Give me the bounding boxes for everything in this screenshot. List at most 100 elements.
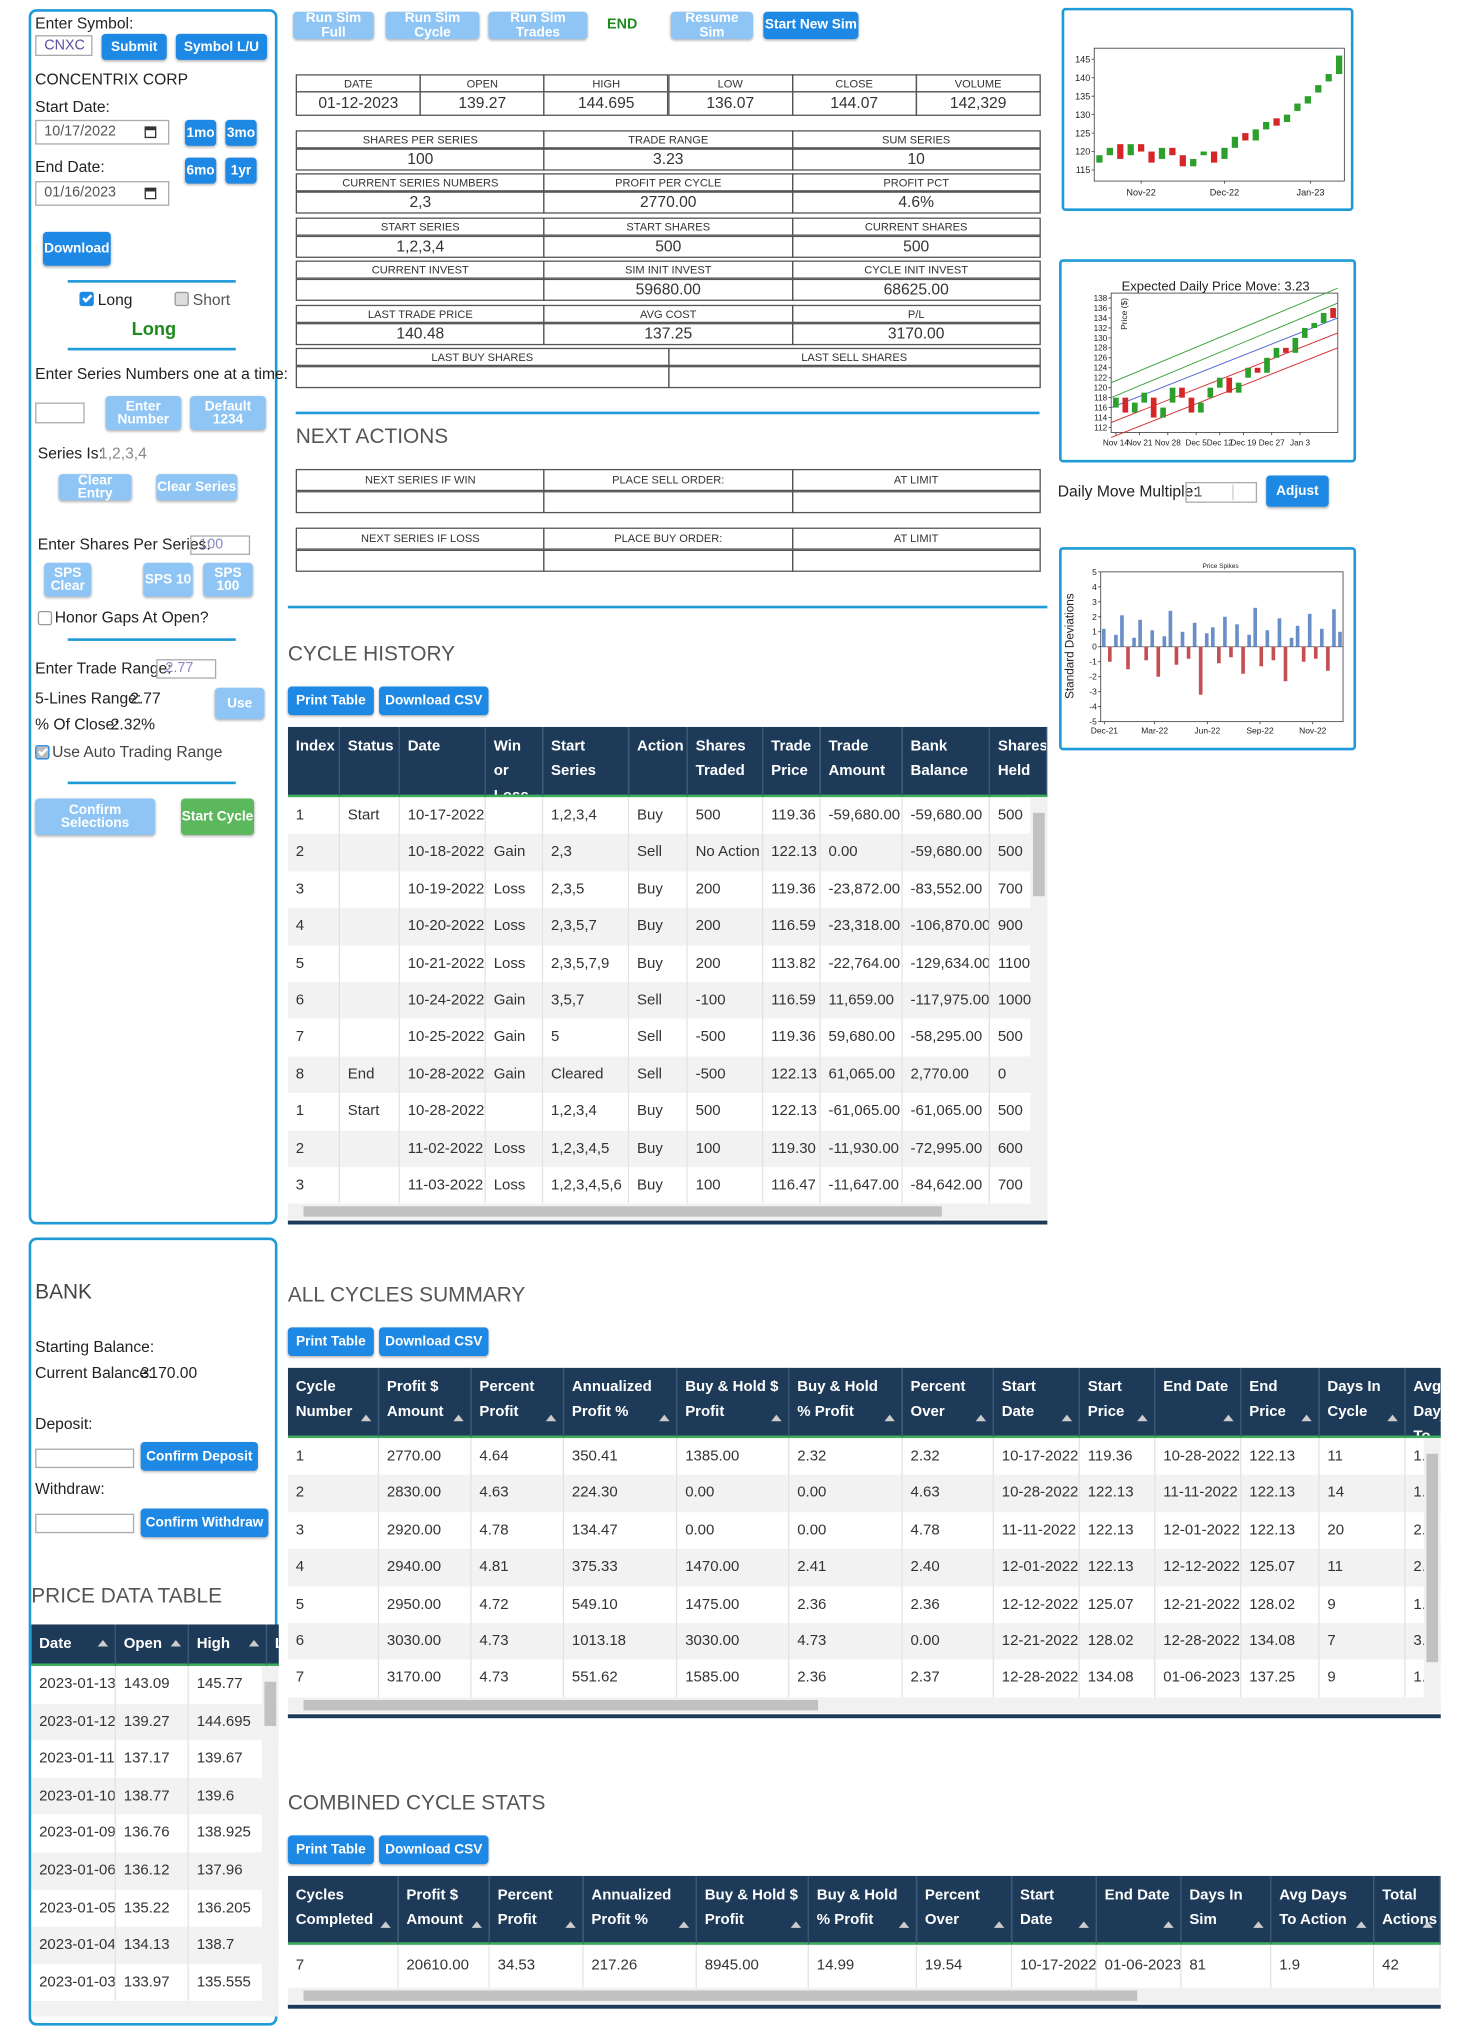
button[interactable]: Print Table: [287, 1835, 374, 1865]
button[interactable]: Run Sim Full: [293, 11, 374, 40]
button[interactable]: 3mo: [225, 119, 257, 146]
candle: [1188, 397, 1195, 413]
bar: [1144, 646, 1148, 661]
table-cell: 122.13: [1241, 1512, 1320, 1550]
column-header[interactable]: Buy & Hold % Profit: [789, 1367, 903, 1439]
column-header[interactable]: Percent Profit: [489, 1875, 584, 1945]
text-input[interactable]: [35, 402, 85, 424]
column-header[interactable]: Annualized Profit %: [564, 1367, 678, 1439]
column-header[interactable]: Days In Cycle: [1319, 1367, 1406, 1439]
button[interactable]: Confirm Selections: [35, 798, 156, 835]
button[interactable]: Use: [214, 687, 265, 720]
option-label: Short: [192, 290, 231, 309]
button[interactable]: Run Sim Trades: [488, 11, 588, 40]
button[interactable]: Run Sim Cycle: [385, 11, 480, 40]
column-header[interactable]: Status: [339, 726, 400, 798]
column-header[interactable]: Percent Profit: [471, 1367, 565, 1439]
column-header[interactable]: Shares Held: [990, 726, 1048, 798]
column-header[interactable]: Percent Over: [917, 1875, 1013, 1945]
button[interactable]: Download CSV: [379, 686, 489, 716]
text-input[interactable]: 2.77: [156, 659, 217, 679]
column-header[interactable]: Shares Traded: [687, 726, 764, 798]
text-input[interactable]: [35, 1448, 135, 1469]
column-header[interactable]: Index: [287, 726, 340, 798]
stat-label: START SHARES: [543, 217, 793, 236]
column-header[interactable]: Profit $ Amount: [398, 1875, 490, 1945]
column-header[interactable]: Start Price: [1079, 1367, 1156, 1439]
checkbox[interactable]: [35, 745, 50, 760]
text-input[interactable]: 1: [1185, 481, 1258, 503]
text-input[interactable]: 10/17/2022: [35, 119, 170, 145]
label: Enter Shares Per Series:: [37, 535, 211, 554]
bar: [1132, 637, 1136, 647]
y-tick-label: 132: [1094, 324, 1108, 333]
text-input[interactable]: CNXC: [35, 35, 93, 57]
button[interactable]: Symbol L/U: [175, 33, 268, 60]
button[interactable]: Default 1234: [190, 396, 266, 430]
column-header[interactable]: Win or Loss: [485, 726, 544, 798]
column-header[interactable]: Start Date: [993, 1367, 1080, 1439]
column-header[interactable]: End Price: [1241, 1367, 1320, 1439]
button[interactable]: SPS 100: [203, 562, 253, 597]
table-cell: 138.77: [115, 1777, 189, 1816]
text-input[interactable]: 01/16/2023: [35, 181, 170, 206]
button[interactable]: Print Table: [287, 1327, 374, 1357]
y-tick-label: 122: [1094, 374, 1108, 383]
action-value: [791, 491, 1041, 514]
column-header[interactable]: Trade Amount: [820, 726, 903, 798]
table-cell: 2.40: [902, 1549, 994, 1587]
column-header[interactable]: Bank Balance: [902, 726, 991, 798]
checkbox[interactable]: [174, 291, 189, 307]
checkbox[interactable]: [79, 291, 94, 307]
button[interactable]: Adjust: [1266, 475, 1329, 507]
button[interactable]: Clear Entry: [58, 473, 132, 501]
button[interactable]: Enter Number: [105, 396, 182, 430]
action-value: [543, 491, 793, 514]
candle: [1106, 147, 1113, 156]
table-cell: 12-28-2022: [1155, 1623, 1242, 1661]
column-header[interactable]: Trade Price: [763, 726, 821, 798]
button[interactable]: Print Table: [287, 686, 374, 716]
text-input[interactable]: [35, 1513, 135, 1534]
column-header[interactable]: Annualized Profit %: [583, 1875, 697, 1945]
table-cell: 4.63: [471, 1475, 565, 1513]
column-header[interactable]: Low: [267, 1624, 279, 1667]
data-table: Index 1 2 3 4 5 6 7 8 1 2 3 Status Start End Start Date 1…: [287, 726, 1048, 1205]
column-header[interactable]: High: [188, 1624, 268, 1667]
column-header[interactable]: Buy & Hold $ Profit: [696, 1875, 809, 1945]
button[interactable]: SPS Clear: [44, 562, 92, 597]
column-header[interactable]: Cycles Completed: [287, 1875, 399, 1945]
button[interactable]: 1yr: [225, 157, 257, 184]
column-header[interactable]: Buy & Hold $ Profit: [677, 1367, 790, 1439]
column-header[interactable]: Percent Over: [902, 1367, 994, 1439]
column-header[interactable]: Start Series: [543, 726, 630, 798]
button[interactable]: SPS 10: [143, 562, 193, 597]
column-header[interactable]: Total Actions: [1374, 1875, 1441, 1945]
button[interactable]: Start Cycle: [181, 798, 255, 835]
button[interactable]: 6mo: [184, 157, 217, 184]
button[interactable]: Clear Series: [156, 474, 238, 501]
button[interactable]: Submit: [101, 33, 167, 60]
column-header[interactable]: Date: [399, 726, 486, 798]
checkbox[interactable]: [37, 610, 53, 626]
button[interactable]: Resume Sim: [670, 11, 753, 40]
column-header[interactable]: Open: [115, 1624, 189, 1667]
column-header[interactable]: Profit $ Amount: [379, 1367, 472, 1439]
button[interactable]: Download CSV: [379, 1327, 489, 1357]
column-header[interactable]: Cycle Number: [287, 1367, 380, 1439]
button[interactable]: Confirm Withdraw: [140, 1508, 269, 1538]
button[interactable]: 1mo: [184, 119, 217, 146]
column-header[interactable]: Avg Days To Action: [1405, 1367, 1441, 1439]
column-header[interactable]: End Date: [1096, 1875, 1182, 1945]
button[interactable]: Start New Sim: [763, 11, 859, 40]
button[interactable]: Download CSV: [379, 1835, 489, 1865]
button[interactable]: Download: [42, 231, 111, 266]
column-header[interactable]: Buy & Hold % Profit: [808, 1875, 918, 1945]
button[interactable]: Confirm Deposit: [140, 1442, 258, 1471]
column-header[interactable]: Days In Sim: [1181, 1875, 1272, 1945]
column-header[interactable]: Action: [629, 726, 688, 798]
column-header[interactable]: Start Date: [1012, 1875, 1097, 1945]
column-header[interactable]: End Date: [1155, 1367, 1242, 1439]
text-input[interactable]: 100: [190, 535, 251, 555]
column-header[interactable]: Avg Days To Action: [1271, 1875, 1375, 1945]
